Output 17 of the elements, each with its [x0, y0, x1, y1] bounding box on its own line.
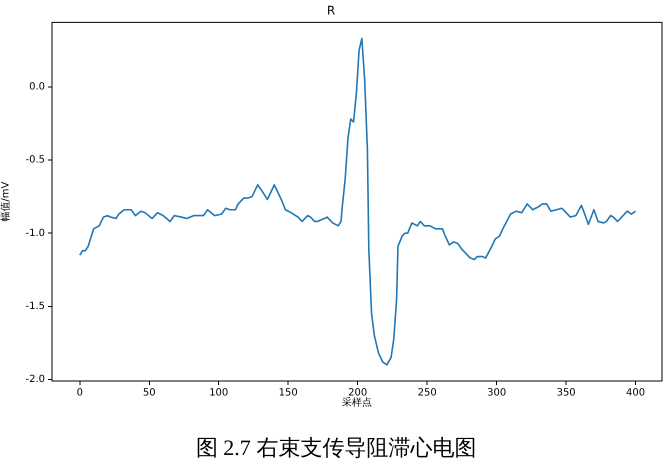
- caption: 图 2.7 右束支传导阻滞心电图: [196, 435, 476, 460]
- x-tick-label: 400: [626, 388, 646, 399]
- x-tick-label: 150: [278, 388, 298, 399]
- chart-title: R: [326, 3, 336, 18]
- x-tick-label: 300: [487, 388, 506, 399]
- x-tick-label: 50: [142, 388, 156, 399]
- x-tick-label: 250: [418, 388, 437, 399]
- y-tick-label: 0.0: [29, 81, 45, 92]
- x-tick-label: 100: [209, 388, 228, 399]
- x-tick-label: 350: [556, 388, 576, 399]
- x-tick-label: 0: [76, 388, 83, 399]
- y-tick-label: -1.5: [25, 300, 45, 312]
- y-tick-label: -1.0: [25, 228, 45, 239]
- y-tick-label: -2.0: [25, 374, 45, 386]
- x-axis-title: 采样点: [342, 396, 372, 409]
- y-axis-title: 幅值/mV: [0, 182, 12, 222]
- y-tick-label: -0.5: [25, 154, 45, 166]
